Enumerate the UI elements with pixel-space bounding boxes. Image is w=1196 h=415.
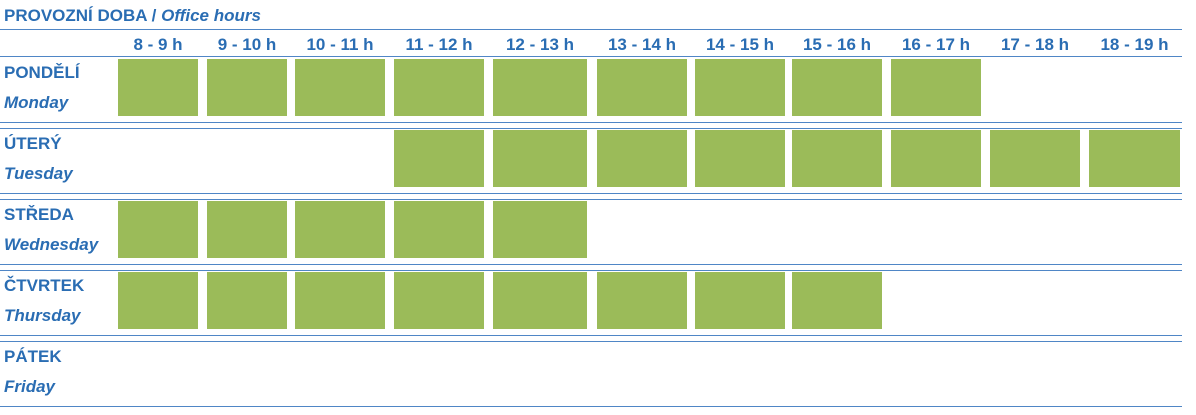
hour-label: 17 - 18 h xyxy=(1000,35,1070,54)
open-slot xyxy=(118,201,198,258)
open-slot xyxy=(295,59,385,116)
hour-label: 12 - 13 h xyxy=(505,35,575,54)
hour-label: 15 - 16 h xyxy=(802,35,872,54)
open-slot xyxy=(394,59,484,116)
rule xyxy=(0,29,1182,30)
day-cz: ČTVRTEK xyxy=(4,276,85,295)
day-en: Friday xyxy=(4,377,56,396)
hour-label: 9 - 10 h xyxy=(217,35,277,54)
day-en: Monday xyxy=(4,93,69,112)
open-slot xyxy=(891,59,981,116)
rule xyxy=(0,335,1182,336)
rule xyxy=(0,341,1182,342)
open-slot xyxy=(394,201,484,258)
open-slot xyxy=(597,272,687,329)
open-slot xyxy=(493,130,587,187)
hour-label: 18 - 19 h xyxy=(1100,35,1169,54)
open-slot xyxy=(597,59,687,116)
open-slot xyxy=(493,59,587,116)
open-slot xyxy=(295,272,385,329)
open-slot xyxy=(597,130,687,187)
rule xyxy=(0,264,1182,265)
open-slot xyxy=(1089,130,1180,187)
open-slot xyxy=(207,201,287,258)
open-slot xyxy=(118,272,198,329)
rule xyxy=(0,406,1182,407)
open-slot xyxy=(394,272,484,329)
hour-label: 14 - 15 h xyxy=(705,35,775,54)
open-slot xyxy=(695,59,785,116)
open-slot xyxy=(207,272,287,329)
rule xyxy=(0,199,1182,200)
title: PROVOZNÍ DOBA / Office hours xyxy=(4,6,261,26)
day-cz: PÁTEK xyxy=(4,347,62,366)
open-slot xyxy=(891,130,981,187)
open-slot xyxy=(695,272,785,329)
day-en: Tuesday xyxy=(4,164,73,183)
day-cz: STŘEDA xyxy=(4,205,74,224)
hour-label: 13 - 14 h xyxy=(607,35,677,54)
day-cz: ÚTERÝ xyxy=(4,134,62,153)
hour-label: 8 - 9 h xyxy=(133,35,183,54)
day-cz: PONDĚLÍ xyxy=(4,63,80,82)
open-slot xyxy=(493,272,587,329)
rule xyxy=(0,56,1182,57)
rule xyxy=(0,122,1182,123)
hour-label: 11 - 12 h xyxy=(405,35,473,54)
title-en: Office hours xyxy=(161,6,261,25)
open-slot xyxy=(792,130,882,187)
day-en: Wednesday xyxy=(4,235,99,254)
day-en: Thursday xyxy=(4,306,81,325)
hour-label: 10 - 11 h xyxy=(306,35,374,54)
title-cz: PROVOZNÍ DOBA / xyxy=(4,6,157,25)
open-slot xyxy=(295,201,385,258)
rule xyxy=(0,128,1182,129)
open-slot xyxy=(695,130,785,187)
open-slot xyxy=(394,130,484,187)
rule xyxy=(0,270,1182,271)
open-slot xyxy=(990,130,1080,187)
open-slot xyxy=(118,59,198,116)
hour-label: 16 - 17 h xyxy=(901,35,971,54)
open-slot xyxy=(792,272,882,329)
open-slot xyxy=(493,201,587,258)
open-slot xyxy=(207,59,287,116)
open-slot xyxy=(792,59,882,116)
rule xyxy=(0,193,1182,194)
